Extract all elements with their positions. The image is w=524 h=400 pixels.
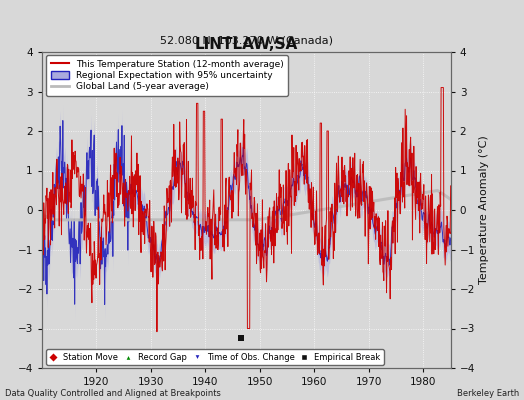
Legend: Station Move, Record Gap, Time of Obs. Change, Empirical Break: Station Move, Record Gap, Time of Obs. C… <box>46 349 384 365</box>
Y-axis label: Temperature Anomaly (°C): Temperature Anomaly (°C) <box>479 136 489 284</box>
Text: Berkeley Earth: Berkeley Earth <box>456 389 519 398</box>
Text: Data Quality Controlled and Aligned at Breakpoints: Data Quality Controlled and Aligned at B… <box>5 389 221 398</box>
Text: 52.080 N, 103.270 W (Canada): 52.080 N, 103.270 W (Canada) <box>160 36 333 46</box>
Title: LINTLAW,SA: LINTLAW,SA <box>194 37 298 52</box>
